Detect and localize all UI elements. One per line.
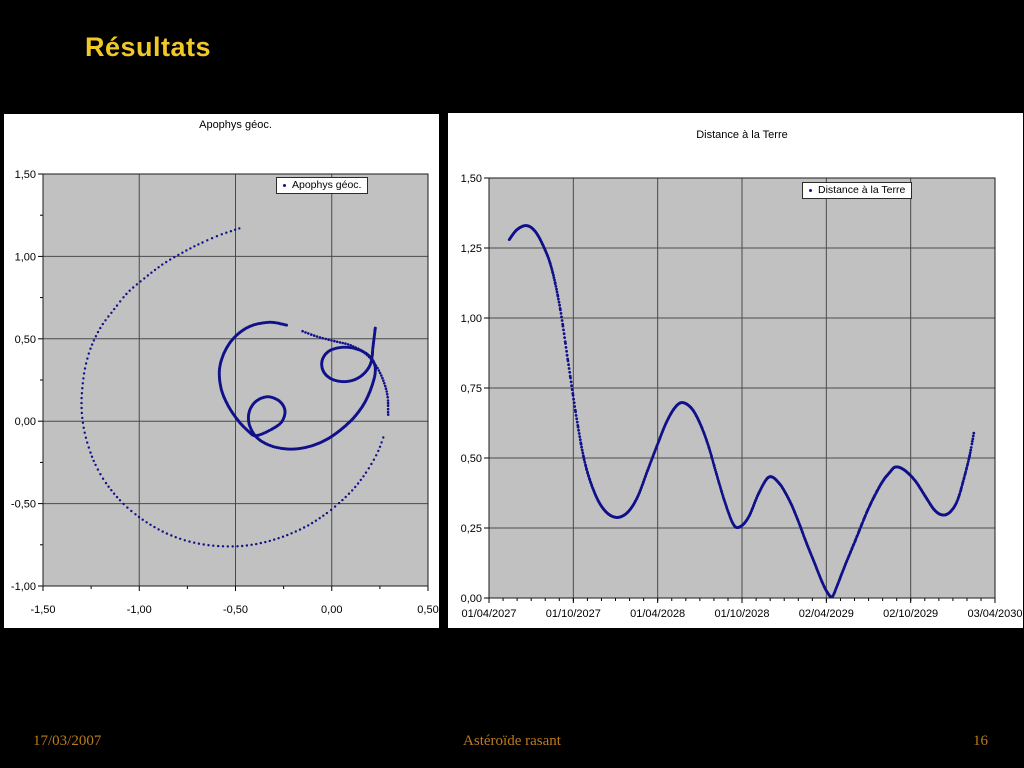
footer-title: Astéroïde rasant	[463, 733, 561, 749]
x-tick-label: 01/04/2027	[461, 608, 516, 620]
trajectory-series	[80, 227, 390, 548]
y-tick-label: 1,25	[461, 243, 482, 255]
axis-tick-labels: 01/04/2027 01/10/2027 01/04/2028 01/10/2028…	[461, 173, 1023, 620]
legend-distance: Distance à la Terre	[802, 182, 913, 199]
legend-geocentric: Apophys géoc.	[276, 177, 369, 194]
footer-page-number: 16	[973, 733, 988, 749]
y-tick-label: -0,50	[11, 499, 36, 511]
x-tick-label: -1,50	[30, 604, 55, 616]
y-tick-label: 0,50	[461, 453, 482, 465]
x-tick-label: -1,00	[127, 604, 152, 616]
plot-border	[488, 177, 996, 599]
y-tick-label: 1,50	[15, 169, 36, 181]
y-tick-label: 0,75	[461, 383, 482, 395]
x-tick-label: 02/10/2029	[883, 608, 938, 620]
geocentric-plot: -1,50 -1,00 -0,50 0,00 0,50 1,50 1,00 0,50 0,00 -…	[11, 169, 439, 616]
x-tick-label: 01/10/2027	[546, 608, 601, 620]
legend-label: Distance à la Terre	[818, 184, 906, 196]
y-tick-label: 0,25	[461, 523, 482, 535]
x-tick-label: 02/04/2029	[799, 608, 854, 620]
x-tick-label: 0,50	[417, 604, 438, 616]
x-tick-label: -0,50	[223, 604, 248, 616]
y-tick-label: 1,00	[461, 313, 482, 325]
x-tick-label: 03/04/2030	[967, 608, 1022, 620]
y-tick-label: 1,00	[15, 251, 36, 263]
y-tick-label: 0,50	[15, 334, 36, 346]
y-tick-label: 1,50	[461, 173, 482, 185]
distance-plot: 01/04/2027 01/10/2027 01/04/2028 01/10/2028…	[461, 173, 1023, 620]
slide-title: Résultats	[85, 32, 212, 62]
y-tick-label: 0,00	[461, 593, 482, 605]
y-tick-label: -1,00	[11, 581, 36, 593]
x-tick-label: 01/10/2028	[714, 608, 769, 620]
chart-panel-distance: 01/04/2027 01/10/2027 01/04/2028 01/10/2028…	[447, 112, 1024, 629]
chart-panel-geocentric: -1,50 -1,00 -0,50 0,00 0,50 1,50 1,00 0,50 0,00 -…	[3, 113, 440, 629]
legend-label: Apophys géoc.	[292, 179, 362, 191]
plot-border	[42, 173, 429, 587]
axis-tick-labels: -1,50 -1,00 -0,50 0,00 0,50 1,50 1,00 0,50 0,00 -…	[11, 169, 439, 616]
legend-marker-icon	[809, 188, 812, 192]
x-tick-label: 01/04/2028	[630, 608, 685, 620]
chart-title-geocentric: Apophys géoc.	[199, 119, 272, 131]
chart-title-distance: Distance à la Terre	[696, 129, 788, 141]
legend-marker-icon	[283, 183, 286, 187]
y-tick-label: 0,00	[15, 416, 36, 428]
distance-series	[507, 224, 976, 599]
footer-date: 17/03/2007	[33, 733, 102, 749]
axis-ticks	[38, 173, 429, 591]
gridlines	[489, 178, 995, 598]
x-tick-label: 0,00	[321, 604, 342, 616]
